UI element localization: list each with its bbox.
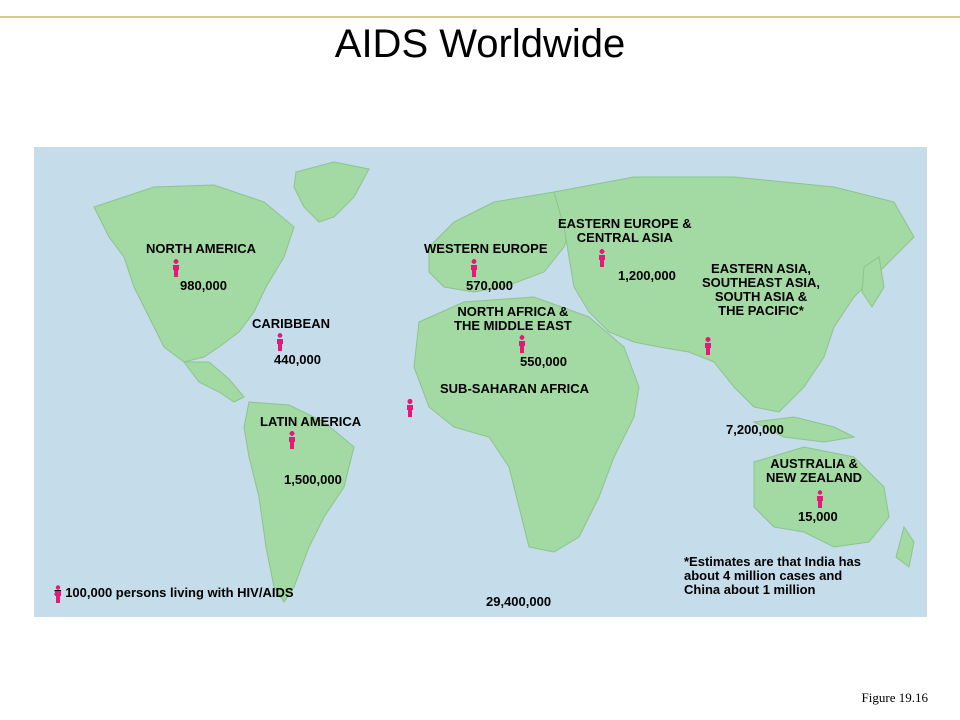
figure-label: Figure 19.16 xyxy=(861,690,928,705)
slide-title: AIDS Worldwide xyxy=(334,22,626,66)
region-value-latin-america: 1,500,000 xyxy=(284,472,342,487)
region-label-eastern-asia: EASTERN ASIA, SOUTHEAST ASIA, SOUTH ASIA… xyxy=(702,261,820,318)
central-america-shape xyxy=(183,361,245,403)
region-label-eastern-europe: EASTERN EUROPE & CENTRAL ASIA xyxy=(558,216,692,245)
map-legend: = 100,000 persons living with HIV/AIDS xyxy=(54,585,294,603)
new-zealand-shape xyxy=(895,525,915,568)
person-icon xyxy=(705,337,711,355)
region-value-north-africa: 550,000 xyxy=(520,354,567,369)
top-rule xyxy=(0,16,960,18)
footnote: *Estimates are that India has about 4 mi… xyxy=(684,554,862,597)
greenland-shape xyxy=(293,161,370,223)
region-label-caribbean: CARIBBEAN xyxy=(252,316,330,331)
region-label-north-america: NORTH AMERICA xyxy=(146,241,257,256)
person-icon xyxy=(173,259,179,277)
region-label-sub-saharan-africa: SUB-SAHARAN AFRICA xyxy=(440,381,590,396)
person-icon xyxy=(55,585,61,603)
north-america-shape xyxy=(93,184,295,363)
region-value-sub-saharan-africa: 29,400,000 xyxy=(486,594,552,609)
europe-shape xyxy=(428,191,575,293)
region-value-north-america: 980,000 xyxy=(180,278,227,293)
indonesia-shape xyxy=(752,416,856,443)
region-label-north-africa: NORTH AFRICA & THE MIDDLE EAST xyxy=(454,304,572,333)
south-america-shape xyxy=(243,401,355,603)
region-value-caribbean: 440,000 xyxy=(274,352,321,367)
region-label-latin-america: LATIN AMERICA xyxy=(260,414,362,429)
world-map: NORTH AMERICA 980,000 CARIBBEAN 440,000 … xyxy=(34,147,927,617)
region-value-eastern-europe: 1,200,000 xyxy=(618,268,676,283)
person-icon xyxy=(277,333,283,351)
region-label-western-europe: WESTERN EUROPE xyxy=(424,241,548,256)
asia-shape xyxy=(553,176,915,413)
legend-text: = 100,000 persons living with HIV/AIDS xyxy=(54,585,294,600)
person-icon xyxy=(289,431,295,449)
person-icon xyxy=(407,399,413,417)
person-icon xyxy=(519,335,525,353)
world-landmass xyxy=(93,161,915,603)
japan-shape xyxy=(861,256,885,308)
region-label-australia: AUSTRALIA & NEW ZEALAND xyxy=(766,456,863,485)
africa-shape xyxy=(413,296,640,553)
person-icon xyxy=(471,259,477,277)
region-value-western-europe: 570,000 xyxy=(466,278,513,293)
person-icon xyxy=(817,490,823,508)
region-value-eastern-asia: 7,200,000 xyxy=(726,422,784,437)
person-icon xyxy=(599,249,605,267)
region-value-australia: 15,000 xyxy=(798,509,838,524)
